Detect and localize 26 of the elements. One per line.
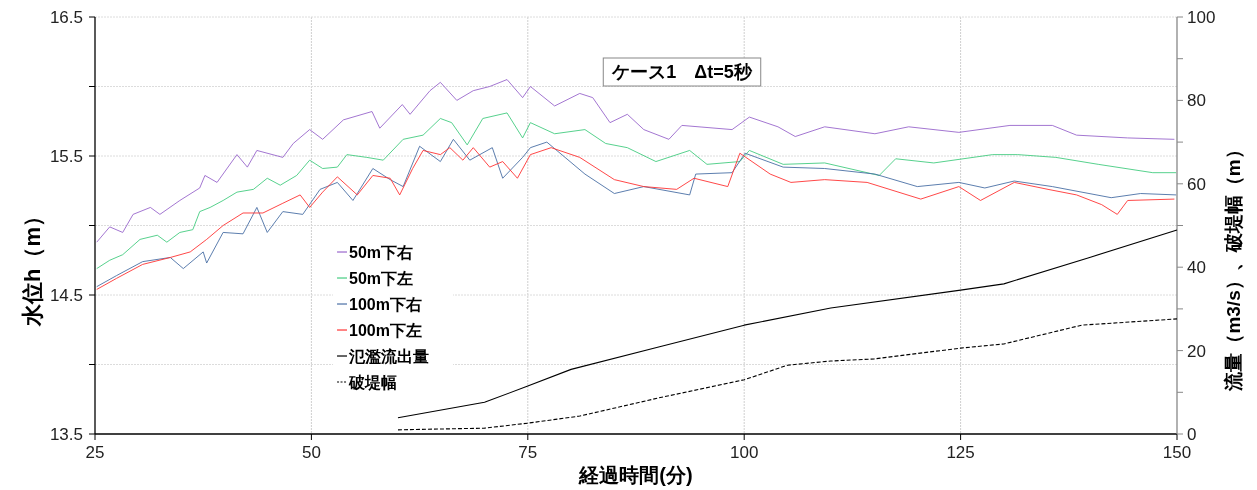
- legend-label: 100m下右: [349, 296, 422, 314]
- y-axis-title: 水位h（m）: [20, 205, 45, 327]
- y2-tick-label: 100: [1187, 8, 1216, 27]
- y2-tick-label: 0: [1187, 425, 1197, 444]
- legend-label: 50m下左: [349, 270, 414, 288]
- x-tick-label: 150: [1162, 443, 1192, 462]
- y2-tick-label: 80: [1187, 91, 1206, 111]
- x-axis-title: 経過時間(分): [578, 464, 693, 486]
- y2-tick-label: 60: [1187, 174, 1206, 194]
- y2-tick-label: 20: [1187, 341, 1206, 361]
- text: ケース1 Δt=5秒: [611, 62, 753, 82]
- x-tick-label: 100: [730, 443, 759, 462]
- x-tick-label: 50: [301, 443, 321, 462]
- y-tick-label: 14.5: [49, 286, 83, 305]
- y-tick-label: 13.5: [49, 425, 83, 444]
- y2-tick-label: 40: [1187, 258, 1206, 278]
- y-tick-label: 16.5: [49, 8, 83, 27]
- legend-label: 破堤幅: [348, 374, 398, 392]
- legend-label: 氾濫流出量: [348, 347, 430, 366]
- x-tick-label: 125: [946, 443, 975, 462]
- y-tick-label: 15.5: [49, 147, 83, 166]
- y2-axis-title: 流量（m3/s）、破堤幅（m）: [1223, 140, 1244, 392]
- legend-label: 50m下右: [349, 244, 414, 262]
- x-tick-label: 25: [85, 443, 105, 462]
- legend-label: 100m下左: [349, 322, 422, 340]
- x-tick-label: 75: [518, 443, 538, 462]
